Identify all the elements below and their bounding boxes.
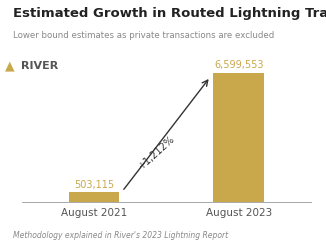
Text: ▲: ▲ xyxy=(5,60,15,73)
Text: 6,599,553: 6,599,553 xyxy=(214,61,263,71)
Text: Estimated Growth in Routed Lightning Transactions: Estimated Growth in Routed Lightning Tra… xyxy=(13,7,326,20)
Text: Lower bound estimates as private transactions are excluded: Lower bound estimates as private transac… xyxy=(13,31,274,40)
Bar xyxy=(213,73,264,202)
Text: 503,115: 503,115 xyxy=(74,180,114,190)
Bar xyxy=(68,192,119,202)
Text: Methodology explained in River's 2023 Lightning Report: Methodology explained in River's 2023 Li… xyxy=(13,231,228,240)
Text: +1,212%: +1,212% xyxy=(136,135,176,172)
Text: RIVER: RIVER xyxy=(21,61,58,71)
